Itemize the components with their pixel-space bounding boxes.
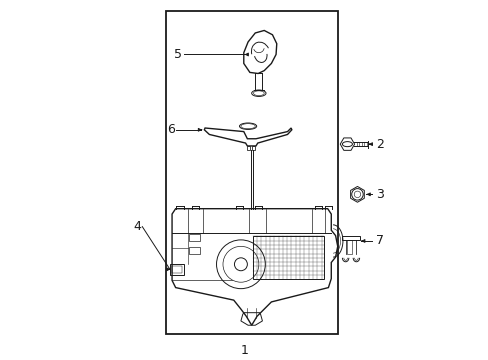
Bar: [189, 247, 200, 253]
Bar: [170, 264, 183, 275]
Bar: [341, 235, 359, 240]
Text: 3: 3: [375, 188, 383, 201]
Bar: [165, 12, 337, 334]
Bar: [172, 266, 182, 273]
Text: 6: 6: [167, 123, 175, 136]
Text: 5: 5: [174, 48, 182, 61]
Bar: [189, 234, 200, 241]
Text: 7: 7: [375, 234, 384, 247]
Text: 2: 2: [375, 138, 383, 150]
Bar: [253, 235, 324, 279]
Bar: [346, 240, 352, 253]
Text: 4: 4: [133, 220, 141, 233]
Text: 1: 1: [240, 344, 248, 357]
